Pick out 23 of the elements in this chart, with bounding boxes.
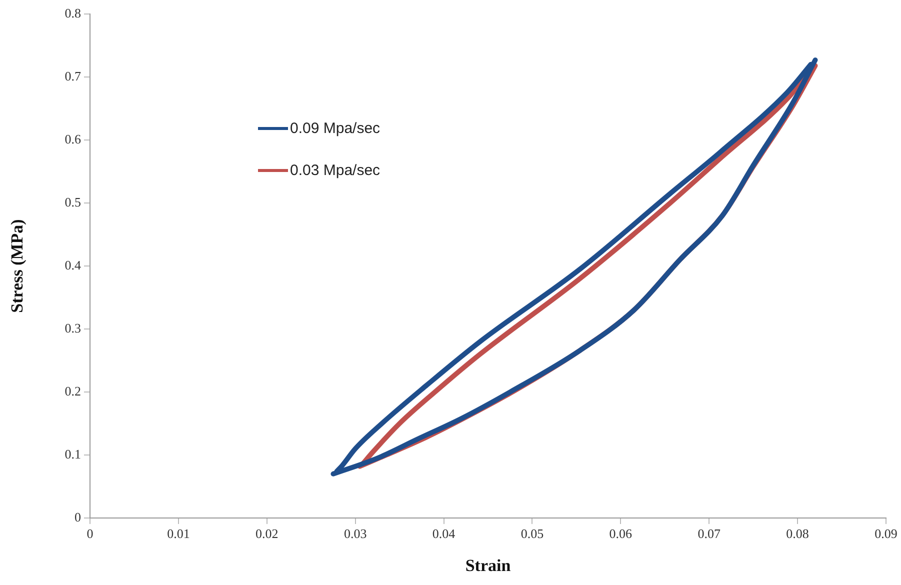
legend-label: 0.09 Mpa/sec xyxy=(290,120,380,137)
x-axis-title: Strain xyxy=(465,556,512,576)
y-tick-label: 0.5 xyxy=(64,194,81,210)
x-tick-label: 0.06 xyxy=(609,526,633,542)
y-tick-label: 0.2 xyxy=(64,383,81,398)
y-tick-label: 0.7 xyxy=(64,68,82,84)
x-tick-label: 0.03 xyxy=(344,526,367,542)
x-tick-label: 0.02 xyxy=(256,526,278,542)
x-tick-label: 0 xyxy=(86,526,94,542)
x-tick-label: 0.07 xyxy=(698,526,721,542)
y-tick-label: 0.4 xyxy=(64,257,82,272)
y-tick-label: 0.3 xyxy=(64,320,81,336)
y-tick-label: 0 xyxy=(74,509,81,524)
y-tick-label: 0.8 xyxy=(64,5,81,20)
y-axis-title: Stress (MPa) xyxy=(8,219,27,313)
y-tick-label: 0.1 xyxy=(64,446,81,462)
x-tick-label: 0.09 xyxy=(874,526,898,542)
x-tick-label: 0.08 xyxy=(786,526,809,542)
legend-label: 0.03 Mpa/sec xyxy=(290,162,380,179)
x-tick-label: 0.05 xyxy=(520,526,544,542)
x-tick-label: 0.01 xyxy=(167,526,190,542)
x-tick-label: 0.04 xyxy=(432,526,456,542)
y-tick-label: 0.6 xyxy=(64,131,82,146)
